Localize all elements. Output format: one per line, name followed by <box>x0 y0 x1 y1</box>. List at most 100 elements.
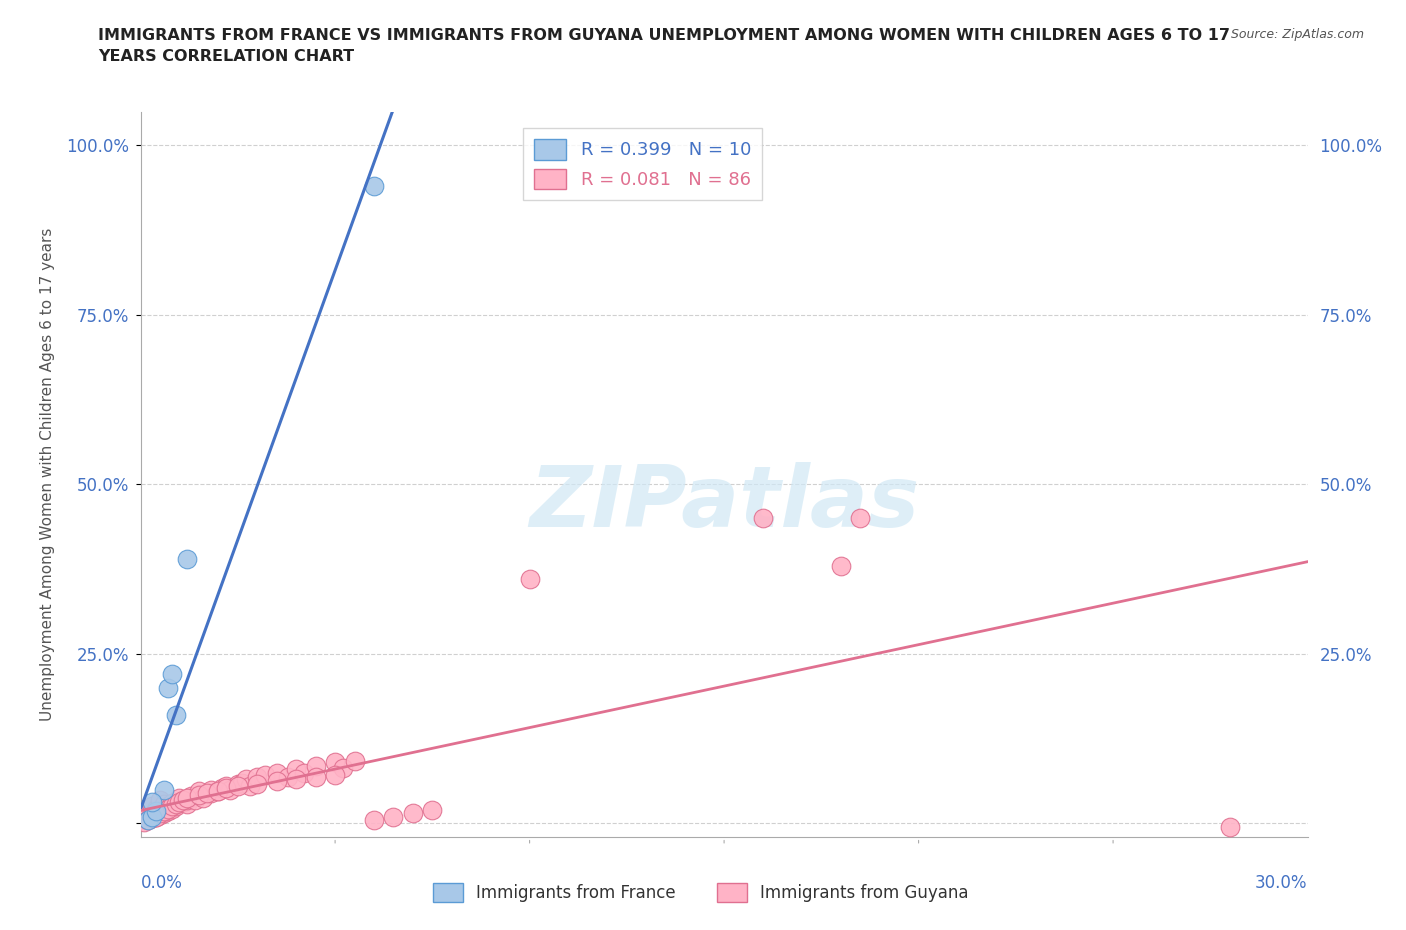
Point <box>149 792 172 807</box>
Point <box>165 708 187 723</box>
Point <box>141 808 163 823</box>
Point <box>153 805 176 820</box>
Point <box>138 812 160 827</box>
Point <box>141 794 163 809</box>
Point <box>149 804 172 818</box>
Point <box>305 758 328 773</box>
Point <box>246 777 269 791</box>
Point <box>849 511 872 525</box>
Point <box>285 762 308 777</box>
Point <box>134 813 156 828</box>
Point <box>134 815 156 830</box>
Point <box>141 811 163 826</box>
Point <box>363 813 385 828</box>
Point <box>191 790 214 805</box>
Point <box>1219 819 1241 834</box>
Point <box>165 799 187 814</box>
Point <box>176 792 198 807</box>
Point <box>226 777 249 791</box>
Point <box>184 792 207 807</box>
Point <box>238 778 260 793</box>
Point <box>160 799 183 814</box>
Point <box>382 809 405 824</box>
Point <box>188 788 211 803</box>
Point <box>200 786 222 801</box>
Point <box>266 765 288 780</box>
Point <box>176 551 198 566</box>
Point <box>165 797 187 812</box>
Point <box>145 809 167 824</box>
Point <box>138 809 160 824</box>
Point <box>231 776 253 790</box>
Point <box>141 799 163 814</box>
Point <box>153 797 176 812</box>
Point <box>141 804 163 818</box>
Point <box>266 774 288 789</box>
Point <box>160 801 183 816</box>
Point <box>138 813 160 828</box>
Point <box>160 667 183 682</box>
Point <box>138 813 160 828</box>
Legend: Immigrants from France, Immigrants from Guyana: Immigrants from France, Immigrants from … <box>426 876 976 909</box>
Point <box>145 801 167 816</box>
Point <box>153 803 176 817</box>
Point <box>156 799 179 814</box>
Point <box>156 681 179 696</box>
Text: 30.0%: 30.0% <box>1256 874 1308 892</box>
Point <box>149 799 172 814</box>
Point <box>211 781 233 796</box>
Point <box>149 805 172 820</box>
Point <box>134 811 156 826</box>
Text: Source: ZipAtlas.com: Source: ZipAtlas.com <box>1230 28 1364 41</box>
Point <box>145 804 167 818</box>
Point <box>172 794 194 809</box>
Point <box>200 782 222 797</box>
Point <box>145 805 167 820</box>
Point <box>235 772 257 787</box>
Point <box>153 782 176 797</box>
Text: IMMIGRANTS FROM FRANCE VS IMMIGRANTS FROM GUYANA UNEMPLOYMENT AMONG WOMEN WITH C: IMMIGRANTS FROM FRANCE VS IMMIGRANTS FRO… <box>98 28 1230 64</box>
Point <box>285 772 308 787</box>
Point <box>156 804 179 818</box>
Point <box>277 770 299 785</box>
Point <box>141 809 163 824</box>
Point <box>219 782 242 797</box>
Point <box>422 803 444 817</box>
Point <box>188 783 211 798</box>
Point <box>246 770 269 785</box>
Point <box>176 797 198 812</box>
Point <box>207 783 229 798</box>
Point <box>138 803 160 817</box>
Point <box>207 783 229 798</box>
Point <box>305 770 328 785</box>
Point <box>180 789 202 804</box>
Point <box>138 805 160 820</box>
Point <box>169 796 191 811</box>
Point <box>226 778 249 793</box>
Point <box>343 753 366 768</box>
Point <box>323 755 346 770</box>
Point <box>149 808 172 823</box>
Point <box>323 767 346 782</box>
Point <box>402 805 425 820</box>
Point <box>176 790 198 805</box>
Point <box>156 801 179 816</box>
Point <box>160 796 183 811</box>
Text: ZIPatlas: ZIPatlas <box>529 462 920 545</box>
Point <box>145 809 167 824</box>
Point <box>169 790 191 805</box>
Point <box>169 794 191 809</box>
Point <box>519 572 541 587</box>
Point <box>215 781 238 796</box>
Point <box>332 761 354 776</box>
Point <box>141 811 163 826</box>
Point <box>363 179 385 193</box>
Point <box>254 767 277 782</box>
Point <box>172 792 194 807</box>
Point <box>215 778 238 793</box>
Point <box>153 804 176 818</box>
Y-axis label: Unemployment Among Women with Children Ages 6 to 17 years: Unemployment Among Women with Children A… <box>39 228 55 721</box>
Point <box>752 511 775 525</box>
Point <box>195 786 218 801</box>
Point <box>134 808 156 823</box>
